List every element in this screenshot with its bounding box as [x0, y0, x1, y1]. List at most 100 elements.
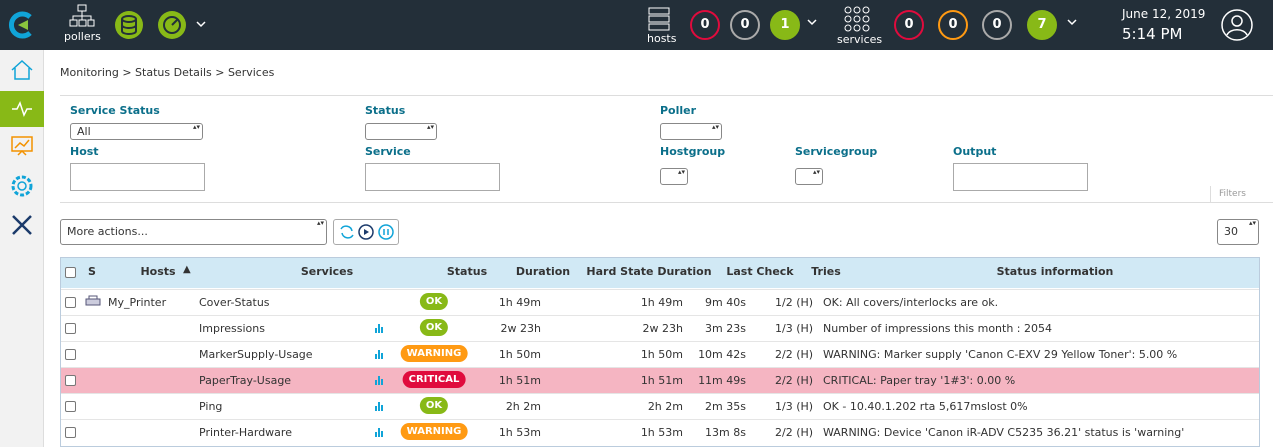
status-badge: WARNING — [400, 345, 468, 362]
row-checkbox[interactable] — [65, 375, 76, 386]
nav-configuration[interactable] — [10, 174, 34, 198]
hard-state-duration: 1h 51m — [640, 374, 683, 387]
status-counter[interactable]: 0 — [982, 10, 1012, 40]
status-counter[interactable]: 0 — [730, 10, 760, 40]
graph-icon[interactable] — [374, 322, 385, 333]
filter-label: Servicegroup — [795, 145, 878, 158]
hard-state-duration: 2h 2m — [647, 400, 683, 413]
latency-status[interactable] — [157, 10, 207, 40]
duration: 2w 23h — [500, 322, 541, 335]
graph-icon[interactable] — [374, 426, 385, 437]
service-name[interactable]: Impressions — [199, 322, 265, 335]
hosts-label: hosts — [647, 32, 677, 45]
services-icon[interactable] — [844, 6, 870, 32]
hard-state-duration: 1h 49m — [640, 296, 683, 309]
refresh-controls — [333, 219, 399, 245]
status-badge: WARNING — [400, 423, 468, 440]
row-checkbox[interactable] — [65, 401, 76, 412]
hostgroup-select[interactable] — [660, 168, 688, 185]
select-all-checkbox[interactable] — [65, 267, 76, 278]
duration: 1h 51m — [498, 374, 541, 387]
duration: 1h 49m — [498, 296, 541, 309]
row-checkbox[interactable] — [65, 297, 76, 308]
status-counter[interactable]: 0 — [894, 10, 924, 40]
filter-label: Poller — [660, 104, 697, 117]
table-row — [61, 315, 1259, 341]
graph-icon[interactable] — [374, 348, 385, 359]
logo[interactable] — [8, 11, 36, 39]
date: June 12, 2019 — [1122, 7, 1206, 21]
breadcrumb-item[interactable]: Monitoring — [60, 66, 119, 79]
nav-reporting[interactable] — [10, 134, 34, 158]
column-header[interactable]: Services — [300, 265, 354, 278]
duration: 1h 53m — [498, 426, 541, 439]
row-checkbox[interactable] — [65, 349, 76, 360]
nav-home[interactable] — [10, 58, 34, 82]
nav-administration[interactable] — [10, 213, 34, 237]
row-checkbox[interactable] — [65, 323, 76, 334]
host-input[interactable] — [70, 163, 205, 191]
table-row — [61, 289, 1259, 315]
service-name[interactable]: Cover-Status — [199, 296, 270, 309]
service-name[interactable]: PaperTray-Usage — [199, 374, 292, 387]
filter-label: Host — [70, 145, 99, 158]
column-header[interactable]: Hard State Duration — [586, 265, 712, 278]
graph-icon[interactable] — [374, 400, 385, 411]
last-check: 13m 8s — [705, 426, 746, 439]
service-status-select[interactable]: All — [70, 123, 203, 140]
status-badge: OK — [419, 293, 449, 310]
column-header[interactable]: Tries — [811, 265, 841, 278]
filter-label: Service — [365, 145, 411, 158]
row-checkbox[interactable] — [65, 427, 76, 438]
column-header[interactable]: Last Check — [726, 265, 794, 278]
column-header[interactable]: Status — [446, 265, 488, 278]
last-check: 10m 42s — [698, 348, 746, 361]
service-name[interactable]: MarkerSupply-Usage — [199, 348, 313, 361]
services-dropdown[interactable] — [1066, 18, 1078, 28]
status-badge: OK — [419, 319, 449, 336]
filter-label: Status — [365, 104, 406, 117]
filter-label: Hostgroup — [660, 145, 726, 158]
tries: 1/2 (H) — [775, 296, 814, 309]
service-name[interactable]: Ping — [199, 400, 223, 413]
pollers-label: pollers — [64, 30, 101, 43]
service-name[interactable]: Printer-Hardware — [199, 426, 292, 439]
column-header[interactable]: Status information — [996, 265, 1114, 278]
filters-tab[interactable]: Filters — [1210, 186, 1270, 203]
status-counter[interactable]: 0 — [938, 10, 968, 40]
database-status[interactable] — [114, 10, 144, 40]
service-input[interactable] — [365, 163, 500, 191]
status-counter[interactable]: 0 — [690, 10, 720, 40]
nav-monitoring[interactable] — [0, 91, 44, 127]
status-badge: CRITICAL — [402, 371, 466, 388]
breadcrumb: Monitoring > Status Details > Services — [60, 66, 274, 79]
more-actions-select[interactable]: More actions... — [60, 219, 327, 245]
poller-select[interactable] — [660, 123, 722, 140]
status-select[interactable] — [365, 123, 437, 140]
host-name[interactable]: My_Printer — [108, 296, 167, 309]
hosts-dropdown[interactable] — [806, 18, 818, 28]
table-row — [61, 393, 1259, 419]
user-menu[interactable] — [1221, 9, 1253, 41]
status-counter[interactable]: 7 — [1027, 10, 1057, 40]
time: 5:14 PM — [1122, 25, 1183, 43]
tries: 2/2 (H) — [775, 374, 814, 387]
breadcrumb-item[interactable]: Status Details — [135, 66, 212, 79]
tries: 1/3 (H) — [775, 322, 814, 335]
hosts-icon[interactable] — [648, 7, 670, 31]
side-nav — [0, 50, 44, 447]
column-header[interactable]: Hosts — [140, 265, 176, 278]
output-input[interactable] — [953, 163, 1088, 191]
column-header: S — [88, 265, 96, 278]
column-header[interactable]: Duration — [515, 265, 571, 278]
pollers-icon[interactable] — [69, 4, 95, 28]
servicegroup-select[interactable] — [795, 168, 823, 185]
graph-icon[interactable] — [374, 374, 385, 385]
status-information: OK: All covers/interlocks are ok. — [823, 296, 999, 309]
status-counter[interactable]: 1 — [770, 10, 800, 40]
status-information: OK - 10.40.1.202 rta 5,617mslost 0% — [823, 400, 1028, 413]
page-size-select[interactable]: 30 — [1217, 219, 1259, 245]
filter-label: Service Status — [70, 104, 160, 117]
services-label: services — [837, 33, 883, 46]
